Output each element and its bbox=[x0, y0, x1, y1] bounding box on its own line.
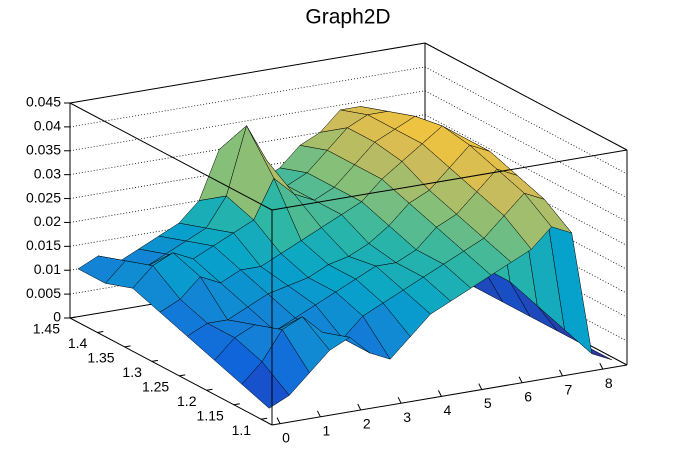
z-tick-label: 0 bbox=[53, 309, 61, 325]
grid-line bbox=[424, 90, 628, 199]
y-tick bbox=[151, 359, 158, 362]
x-tick-label: 7 bbox=[565, 382, 573, 398]
x-tick-label: 4 bbox=[444, 402, 452, 418]
x-tick-label: 8 bbox=[605, 375, 613, 391]
z-tick-label: 0.02 bbox=[34, 213, 61, 229]
z-tick-label: 0.005 bbox=[26, 285, 61, 301]
x-tick bbox=[357, 403, 362, 411]
y-tick-label: 1.25 bbox=[142, 379, 169, 395]
grid-line bbox=[424, 66, 628, 175]
x-tick bbox=[397, 396, 402, 404]
grid-line bbox=[69, 42, 426, 104]
y-tick-label: 1.4 bbox=[68, 335, 88, 351]
y-tick-label: 1.2 bbox=[177, 393, 197, 409]
x-tick-label: 5 bbox=[484, 395, 492, 411]
y-tick bbox=[206, 388, 213, 391]
y-tick-label: 1.1 bbox=[232, 422, 252, 438]
x-tick bbox=[478, 383, 483, 390]
x-tick-label: 6 bbox=[524, 388, 532, 404]
z-tick-label: 0.025 bbox=[26, 189, 61, 205]
z-tick-label: 0.045 bbox=[26, 94, 61, 110]
y-axis bbox=[69, 317, 273, 426]
y-tick-label: 1.15 bbox=[197, 407, 224, 423]
y-tick bbox=[179, 374, 186, 377]
z-tick-label: 0.03 bbox=[34, 165, 61, 181]
x-tick bbox=[437, 390, 442, 397]
x-tick bbox=[599, 362, 604, 370]
x-tick bbox=[316, 410, 321, 418]
x-tick bbox=[518, 376, 523, 383]
z-tick-label: 0.015 bbox=[26, 237, 61, 253]
z-tick-label: 0.04 bbox=[34, 118, 61, 134]
y-tick bbox=[97, 330, 104, 333]
x-tick bbox=[276, 417, 281, 424]
x-axis bbox=[271, 364, 628, 426]
y-tick bbox=[69, 316, 77, 319]
chart-title: Graph2D bbox=[305, 6, 390, 29]
x-tick-label: 3 bbox=[403, 409, 411, 425]
z-tick-label: 0.01 bbox=[34, 261, 61, 277]
grid-line bbox=[424, 42, 628, 151]
x-tick-label: 1 bbox=[323, 423, 331, 439]
x-tick-label: 2 bbox=[363, 416, 371, 432]
grid-line bbox=[424, 114, 628, 223]
y-tick-label: 1.45 bbox=[33, 321, 60, 337]
y-tick-label: 1.35 bbox=[87, 350, 114, 366]
grid-line bbox=[69, 66, 426, 128]
z-tick-label: 0.035 bbox=[26, 141, 61, 157]
grid-line bbox=[69, 90, 426, 152]
box-edge bbox=[271, 149, 628, 211]
y-tick-label: 1.3 bbox=[122, 364, 142, 380]
box-edge bbox=[69, 102, 273, 211]
surface-cell bbox=[241, 361, 290, 409]
x-tick bbox=[559, 369, 563, 377]
y-tick bbox=[260, 417, 268, 420]
y-tick bbox=[124, 345, 131, 348]
y-tick bbox=[233, 403, 240, 406]
x-tick-label: 0 bbox=[282, 429, 290, 445]
